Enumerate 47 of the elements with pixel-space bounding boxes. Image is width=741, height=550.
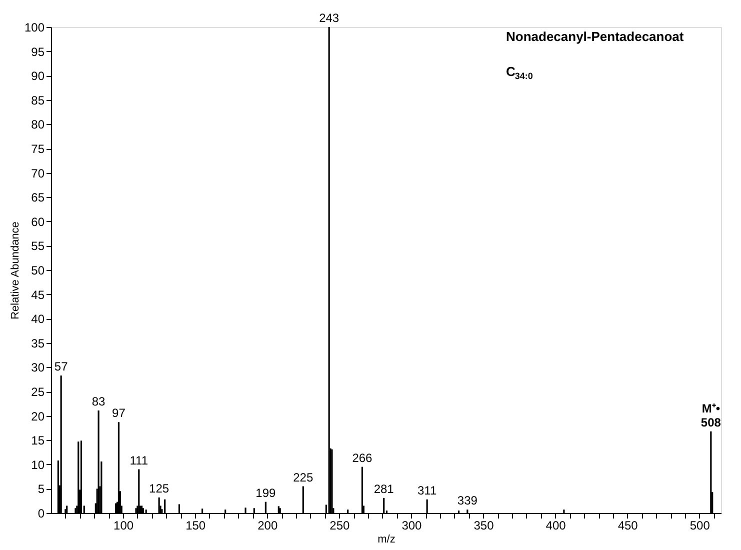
y-tick-label: 50 [31, 264, 45, 278]
annotation: 199 [256, 486, 276, 500]
annotation: 281 [374, 482, 394, 496]
x-tick-label: 250 [330, 518, 350, 532]
y-tick-label: 75 [31, 142, 45, 156]
y-tick-label: 100 [24, 20, 45, 34]
annotation: 83 [92, 394, 106, 408]
y-tick-label: 15 [31, 434, 45, 448]
x-axis-title: m/z [378, 534, 396, 546]
y-tick-label: 20 [31, 409, 45, 424]
y-tick-label: 55 [31, 239, 45, 254]
y-tick-label: 85 [31, 93, 45, 108]
y-tick-label: 30 [31, 360, 45, 375]
x-tick-label: 400 [546, 518, 566, 532]
y-tick-label: 10 [31, 458, 45, 472]
y-axis-title: Relative Abundance [9, 222, 22, 320]
y-tick-label: 45 [31, 288, 45, 302]
x-tick-label: 500 [690, 518, 710, 532]
y-tick-label: 25 [31, 385, 45, 399]
y-tick-label: 90 [31, 69, 45, 84]
annotation: 97 [112, 406, 126, 420]
x-tick-label: 450 [618, 518, 638, 532]
y-tick-label: 35 [31, 336, 45, 350]
annotation: 57 [54, 359, 68, 374]
y-tick-label: 70 [31, 166, 45, 180]
y-tick-label: 40 [31, 312, 45, 326]
annotation: 125 [149, 481, 170, 496]
y-tick-label: 0 [38, 506, 45, 520]
x-tick-label: 200 [258, 518, 278, 532]
x-tick-label: 300 [402, 518, 422, 532]
x-tick-label: 350 [474, 518, 494, 532]
annotation: M⁺• [702, 401, 720, 416]
x-tick-label: 100 [114, 518, 134, 532]
y-tick-label: 5 [38, 482, 45, 496]
annotation: 243 [319, 11, 340, 25]
y-tick-label: 60 [31, 214, 45, 229]
annotation: 225 [293, 470, 314, 484]
annotation: 266 [352, 450, 373, 465]
annotation: 508 [700, 415, 722, 430]
chart-title: Nonadecanyl-Pentadecanoat [506, 29, 684, 44]
x-tick-label: 150 [186, 518, 206, 532]
y-tick-label: 80 [31, 118, 45, 132]
annotation: 339 [457, 494, 478, 508]
annotation: 311 [417, 483, 437, 498]
y-tick-label: 65 [31, 190, 45, 205]
annotation: 111 [130, 453, 148, 468]
y-tick-label: 95 [31, 44, 45, 59]
